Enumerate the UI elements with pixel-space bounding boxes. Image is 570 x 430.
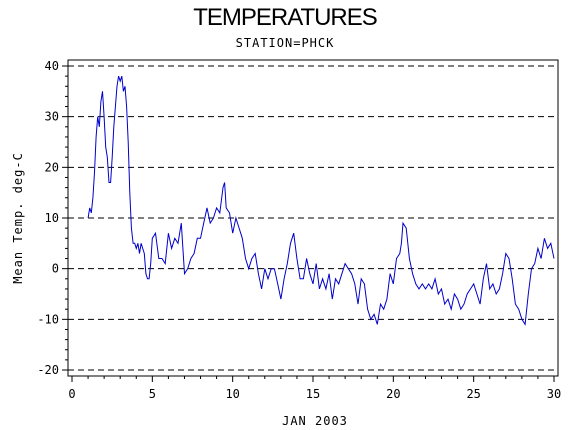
x-tick-label: 20 bbox=[386, 387, 400, 401]
y-tick-label: 40 bbox=[45, 59, 59, 73]
y-tick-label: -10 bbox=[37, 312, 59, 326]
y-tick-label: 10 bbox=[45, 211, 59, 225]
x-axis: 0 5 10 15 20 25 30 bbox=[68, 376, 561, 401]
x-tick-label: 0 bbox=[68, 387, 75, 401]
y-axis-label: Mean Temp. deg-C bbox=[11, 152, 25, 284]
x-tick-label: 25 bbox=[466, 387, 480, 401]
x-tick-label: 30 bbox=[547, 387, 561, 401]
temperature-line bbox=[87, 75, 555, 326]
x-tick-label: 10 bbox=[225, 387, 239, 401]
y-tick-label: 30 bbox=[45, 110, 59, 124]
x-axis-label: JAN 2003 bbox=[282, 414, 348, 428]
chart-title: TEMPERATURES bbox=[193, 4, 378, 31]
chart-subtitle: STATION=PHCK bbox=[235, 36, 335, 50]
y-tick-label: -20 bbox=[37, 363, 59, 377]
gridlines bbox=[68, 65, 558, 371]
y-tick-label: 20 bbox=[45, 160, 59, 174]
y-tick-label: 0 bbox=[52, 262, 59, 276]
y-axis: -20 -10 0 10 20 30 40 bbox=[37, 59, 68, 377]
series-layer bbox=[87, 75, 555, 326]
x-tick-label: 5 bbox=[149, 387, 156, 401]
x-tick-label: 15 bbox=[306, 387, 320, 401]
